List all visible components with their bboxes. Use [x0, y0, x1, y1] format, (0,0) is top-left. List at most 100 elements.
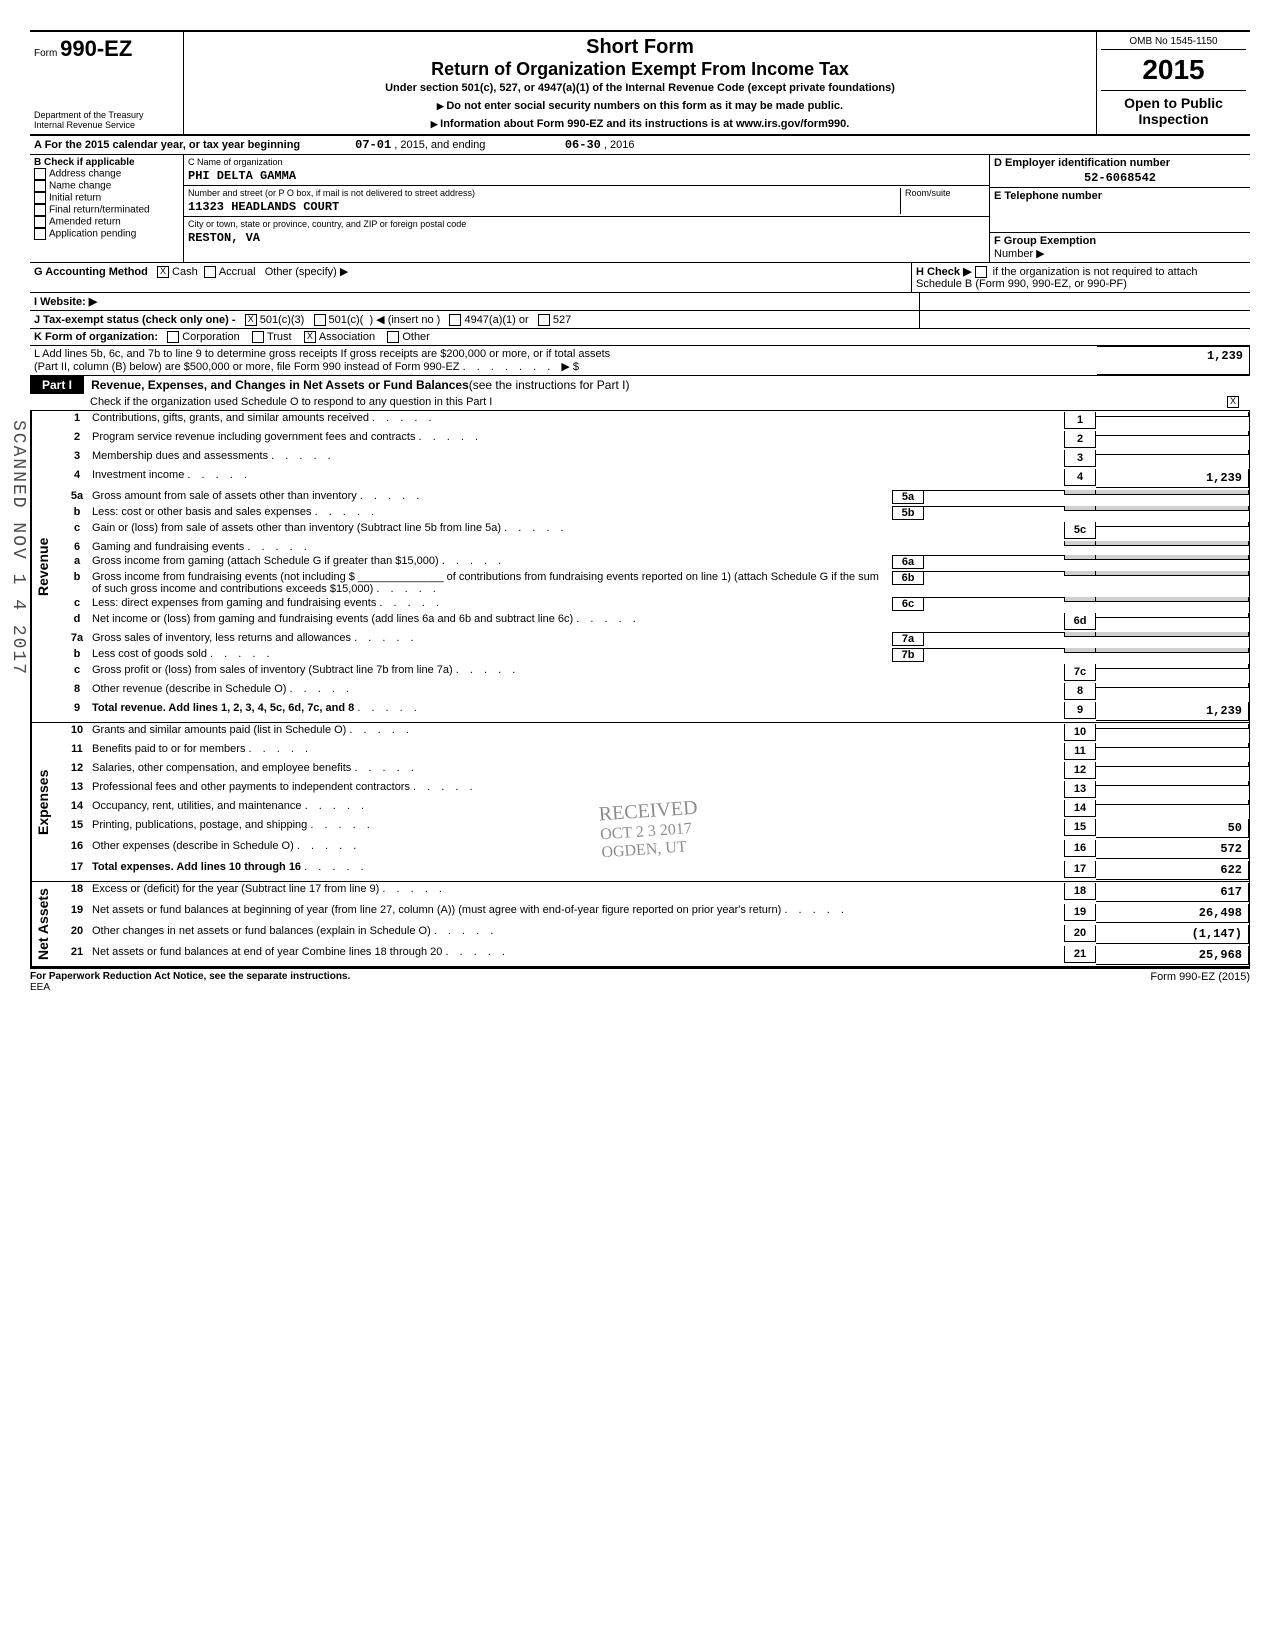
section-i-label: I Website: ▶ — [34, 296, 97, 308]
section-revenue-label: Revenue — [31, 411, 54, 722]
form-990ez: Form 990-EZ Department of the Treasury I… — [30, 30, 1250, 993]
form-number: Form 990-EZ — [34, 36, 179, 62]
omb-number: OMB No 1545-1150 — [1101, 36, 1246, 50]
checkbox-527[interactable] — [538, 314, 550, 326]
checkbox-amended[interactable] — [34, 216, 46, 228]
checkbox-other-org[interactable] — [387, 331, 399, 343]
line-1: 1Contributions, gifts, grants, and simil… — [54, 411, 1249, 430]
line-12: 12Salaries, other compensation, and empl… — [54, 761, 1249, 780]
tax-year-end: 06-30 — [565, 138, 601, 152]
ein-value: 52-6068542 — [994, 171, 1246, 185]
checkbox-trust[interactable] — [252, 331, 264, 343]
org-info-block: B Check if applicable Address change Nam… — [30, 155, 1250, 263]
line-17: 17Total expenses. Add lines 10 through 1… — [54, 860, 1249, 881]
checkbox-501c[interactable] — [314, 314, 326, 326]
line-10: 10Grants and similar amounts paid (list … — [54, 723, 1249, 742]
title-short-form: Short Form — [188, 36, 1092, 59]
label-other-method: Other (specify) ▶ — [265, 266, 349, 278]
line-4: 4Investment income . . . . .41,239 — [54, 468, 1249, 489]
checkbox-cash[interactable]: X — [157, 266, 169, 278]
section-f-sub: Number ▶ — [994, 248, 1045, 260]
line-9: 9Total revenue. Add lines 1, 2, 3, 4, 5c… — [54, 701, 1249, 722]
checkbox-501c3[interactable]: X — [245, 314, 257, 326]
label-4947: 4947(a)(1) or — [464, 314, 528, 326]
section-a: A For the 2015 calendar year, or tax yea… — [30, 136, 1250, 155]
section-h-label: H Check ▶ — [916, 266, 972, 278]
line-c: cGross profit or (loss) from sales of in… — [54, 663, 1249, 682]
header: Form 990-EZ Department of the Treasury I… — [30, 30, 1250, 136]
footer-right: Form 990-EZ (2015) — [1150, 971, 1250, 993]
line-18: 18Excess or (deficit) for the year (Subt… — [54, 882, 1249, 903]
section-c-name-label: C Name of organization — [188, 157, 985, 167]
label-other-org: Other — [402, 331, 430, 343]
tax-year: 2015 — [1101, 50, 1246, 91]
line-19: 19Net assets or fund balances at beginni… — [54, 903, 1249, 924]
label-final-return: Final return/terminated — [49, 205, 150, 216]
notice-ssn: Do not enter social security numbers on … — [188, 100, 1092, 112]
section-f-label: F Group Exemption — [994, 235, 1096, 247]
line-d: dNet income or (loss) from gaming and fu… — [54, 612, 1249, 631]
label-corp: Corporation — [182, 331, 239, 343]
label-501c3: 501(c)(3) — [260, 314, 305, 326]
part1-aside: (see the instructions for Part I) — [469, 378, 630, 392]
checkbox-schedule-o[interactable]: X — [1227, 396, 1239, 408]
line-13: 13Professional fees and other payments t… — [54, 780, 1249, 799]
subtitle: Under section 501(c), 527, or 4947(a)(1)… — [188, 82, 1092, 94]
label-cash: Cash — [172, 266, 198, 278]
section-b-label: B Check if applicable — [34, 157, 135, 168]
line-8: 8Other revenue (describe in Schedule O) … — [54, 682, 1249, 701]
notice-info: Information about Form 990-EZ and its in… — [188, 118, 1092, 130]
line-16: 16Other expenses (describe in Schedule O… — [54, 839, 1249, 860]
label-assoc: Association — [319, 331, 375, 343]
section-l-line2: (Part II, column (B) below) are $500,000… — [34, 361, 460, 373]
line-b: bLess cost of goods sold . . . . .7b — [54, 647, 1249, 663]
line-c: cLess: direct expenses from gaming and f… — [54, 596, 1249, 612]
room-label: Room/suite — [905, 188, 985, 198]
section-j-label: J Tax-exempt status (check only one) - — [34, 314, 236, 326]
org-name: PHI DELTA GAMMA — [188, 169, 985, 183]
checkbox-final-return[interactable] — [34, 204, 46, 216]
label-name-change: Name change — [49, 181, 111, 192]
line-3: 3Membership dues and assessments . . . .… — [54, 449, 1249, 468]
label-527: 527 — [553, 314, 571, 326]
checkbox-assoc[interactable]: X — [304, 331, 316, 343]
label-insert-no: (insert no ) — [388, 314, 441, 326]
section-d-label: D Employer identification number — [994, 157, 1170, 169]
part1-check-text: Check if the organization used Schedule … — [90, 396, 492, 408]
line-6: 6Gaming and fundraising events . . . . . — [54, 540, 1249, 554]
irs-label: Internal Revenue Service — [34, 120, 179, 130]
city-label: City or town, state or province, country… — [188, 219, 985, 229]
line-a: aGross income from gaming (attach Schedu… — [54, 554, 1249, 570]
checkbox-initial-return[interactable] — [34, 192, 46, 204]
footer-eea: EEA — [30, 982, 50, 993]
checkbox-h[interactable] — [975, 266, 987, 278]
section-l-value: 1,239 — [1097, 346, 1250, 375]
tax-year-start: 07-01 — [355, 138, 391, 152]
city-value: RESTON, VA — [188, 231, 985, 245]
open-public: Open to Public Inspection — [1101, 91, 1246, 127]
line-c: cGain or (loss) from sale of assets othe… — [54, 521, 1249, 540]
label-accrual: Accrual — [219, 266, 256, 278]
section-g-label: G Accounting Method — [34, 266, 148, 278]
checkbox-name-change[interactable] — [34, 180, 46, 192]
line-b: bLess: cost or other basis and sales exp… — [54, 505, 1249, 521]
label-amended: Amended return — [49, 217, 121, 228]
line-15: 15Printing, publications, postage, and s… — [54, 818, 1249, 839]
checkbox-app-pending[interactable] — [34, 228, 46, 240]
checkbox-4947[interactable] — [449, 314, 461, 326]
checkbox-corp[interactable] — [167, 331, 179, 343]
label-501c: 501(c)( — [329, 314, 364, 326]
checkbox-accrual[interactable] — [204, 266, 216, 278]
section-expenses-label: Expenses — [31, 723, 54, 881]
line-b: bGross income from fundraising events (n… — [54, 570, 1249, 596]
checkbox-address-change[interactable] — [34, 168, 46, 180]
footer-left: For Paperwork Reduction Act Notice, see … — [30, 971, 350, 982]
scan-stamp: SCANNED NOV 1 4 2017 — [8, 420, 28, 676]
addr-value: 11323 HEADLANDS COURT — [188, 200, 900, 214]
label-address-change: Address change — [49, 169, 121, 180]
line-11: 11Benefits paid to or for members . . . … — [54, 742, 1249, 761]
line-5a: 5aGross amount from sale of assets other… — [54, 489, 1249, 505]
label-initial-return: Initial return — [49, 193, 101, 204]
part1-title: Revenue, Expenses, and Changes in Net As… — [91, 378, 469, 392]
line-14: 14Occupancy, rent, utilities, and mainte… — [54, 799, 1249, 818]
